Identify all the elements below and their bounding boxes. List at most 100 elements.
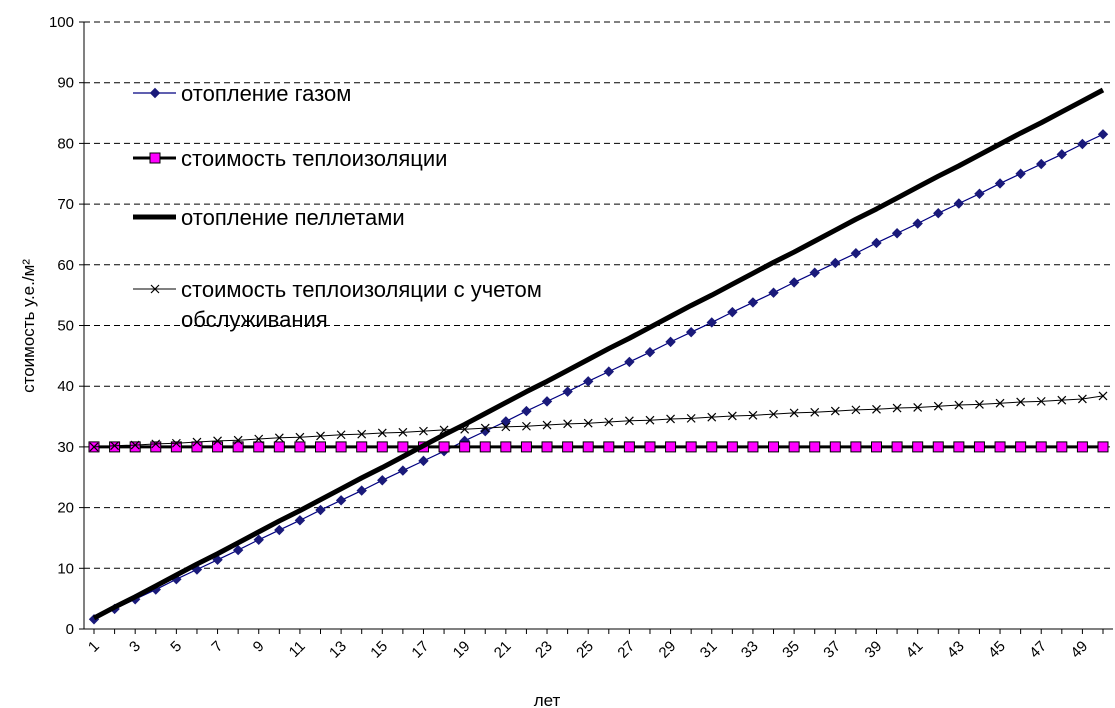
point-1-46 bbox=[1015, 168, 1026, 179]
point-2-47 bbox=[1035, 441, 1047, 453]
point-4-40 bbox=[892, 403, 902, 413]
point-1-48 bbox=[1056, 149, 1068, 160]
gridlines bbox=[84, 21, 1113, 569]
point-4-49 bbox=[1077, 394, 1087, 404]
series-3 bbox=[92, 87, 1105, 621]
point-4-13 bbox=[336, 430, 346, 440]
x-tick-label-47: 47 bbox=[1026, 638, 1050, 662]
point-4-3 bbox=[130, 440, 140, 450]
point-1-50 bbox=[1097, 129, 1109, 140]
point-4-35 bbox=[789, 408, 799, 418]
point-4-39 bbox=[872, 404, 881, 414]
point-1-14 bbox=[356, 485, 367, 496]
point-4-5 bbox=[171, 438, 181, 448]
y-tick-label-80: 80 bbox=[57, 135, 74, 152]
point-4-48 bbox=[1057, 395, 1067, 405]
point-4-1 bbox=[89, 442, 99, 452]
point-1-42 bbox=[933, 207, 944, 219]
point-2-24 bbox=[562, 441, 574, 453]
point-1-7 bbox=[212, 554, 223, 566]
point-1-9 bbox=[253, 534, 264, 545]
point-1-36 bbox=[809, 267, 820, 278]
point-4-46 bbox=[1016, 397, 1026, 407]
x-tick-label-15: 15 bbox=[367, 638, 391, 662]
point-1-37 bbox=[830, 257, 841, 269]
x-tick-label-27: 27 bbox=[614, 638, 638, 662]
point-1-29 bbox=[665, 336, 676, 348]
x-tick-label-17: 17 bbox=[408, 638, 432, 662]
point-1-16 bbox=[397, 465, 409, 476]
point-1-24 bbox=[562, 386, 573, 397]
point-4-26 bbox=[604, 417, 614, 427]
point-4-32 bbox=[727, 411, 737, 421]
y-tick-label-10: 10 bbox=[57, 560, 74, 577]
point-2-6 bbox=[191, 441, 203, 453]
point-4-29 bbox=[666, 414, 675, 424]
point-4-38 bbox=[851, 405, 861, 415]
legend-label-2: стоимость теплоизоляции bbox=[181, 146, 447, 171]
point-4-17 bbox=[419, 426, 428, 436]
point-2-16 bbox=[397, 441, 409, 453]
point-4-45 bbox=[995, 398, 1005, 408]
point-2-29 bbox=[665, 441, 677, 453]
point-2-33 bbox=[747, 441, 759, 453]
legend-entry-4: стоимость теплоизоляции с учетом обслужив… bbox=[133, 277, 542, 332]
x-tick-label-45: 45 bbox=[985, 638, 1009, 662]
x-tick-label-41: 41 bbox=[903, 638, 927, 662]
point-1-44 bbox=[974, 188, 985, 199]
legend-marker-2 bbox=[149, 152, 161, 164]
x-tick-label-1: 1 bbox=[85, 638, 103, 656]
point-1-30 bbox=[685, 326, 697, 338]
point-2-31 bbox=[706, 441, 718, 453]
point-4-37 bbox=[830, 406, 840, 416]
point-4-15 bbox=[377, 428, 387, 438]
point-2-35 bbox=[788, 441, 800, 453]
point-1-33 bbox=[747, 297, 759, 308]
point-4-44 bbox=[975, 399, 984, 409]
y-axis-title: стоимость у.е./м² bbox=[19, 259, 38, 393]
point-2-5 bbox=[170, 441, 182, 453]
point-1-31 bbox=[706, 317, 717, 328]
legend-label-1: отопление газом bbox=[181, 81, 351, 106]
series-layer bbox=[88, 87, 1109, 625]
point-1-43 bbox=[953, 198, 965, 209]
point-1-11 bbox=[294, 515, 306, 526]
point-4-20 bbox=[480, 423, 490, 433]
legend-entry-3: отопление пеллетами bbox=[133, 205, 405, 230]
x-tick-label-31: 31 bbox=[697, 638, 721, 662]
x-tick-label-43: 43 bbox=[944, 638, 968, 662]
point-2-9 bbox=[253, 441, 265, 453]
point-2-3 bbox=[129, 441, 141, 453]
point-1-12 bbox=[315, 504, 326, 516]
point-1-32 bbox=[727, 306, 738, 318]
point-2-10 bbox=[273, 441, 285, 453]
point-1-47 bbox=[1036, 158, 1047, 170]
point-4-30 bbox=[686, 413, 696, 423]
point-4-50 bbox=[1098, 391, 1108, 401]
point-2-21 bbox=[500, 441, 512, 453]
point-1-45 bbox=[994, 178, 1006, 189]
point-4-21 bbox=[501, 422, 511, 432]
legend-marker-1 bbox=[149, 87, 161, 99]
x-tick-label-25: 25 bbox=[573, 638, 597, 662]
point-2-38 bbox=[850, 441, 862, 453]
point-2-50 bbox=[1097, 441, 1109, 453]
x-tick-label-13: 13 bbox=[326, 638, 350, 662]
point-2-25 bbox=[582, 441, 594, 453]
x-tick-label-9: 9 bbox=[250, 638, 268, 656]
point-4-10 bbox=[274, 433, 284, 443]
point-2-15 bbox=[376, 441, 388, 453]
point-1-10 bbox=[274, 524, 285, 536]
point-4-8 bbox=[233, 435, 243, 445]
point-4-7 bbox=[213, 436, 222, 446]
point-2-49 bbox=[1076, 441, 1088, 453]
legend-label-4-1: стоимость теплоизоляции с учетом bbox=[181, 277, 542, 302]
x-tick-label-33: 33 bbox=[738, 638, 762, 662]
point-2-23 bbox=[541, 441, 553, 453]
point-2-7 bbox=[212, 441, 224, 453]
x-tick-label-23: 23 bbox=[532, 638, 556, 662]
point-2-28 bbox=[644, 441, 656, 453]
series-line-3 bbox=[92, 87, 1105, 621]
point-2-45 bbox=[994, 441, 1006, 453]
point-1-21 bbox=[500, 416, 512, 427]
